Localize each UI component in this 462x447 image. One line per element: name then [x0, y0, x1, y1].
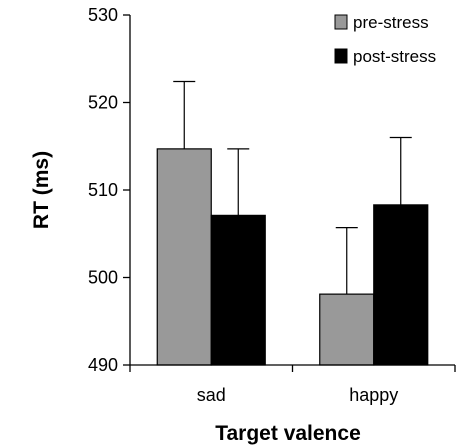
- legend-swatch-pre-stress: [334, 14, 348, 30]
- plot-area: 490 500 510 520 530 sad happy: [88, 5, 456, 405]
- legend-label-post-stress: post-stress: [353, 47, 436, 66]
- x-axis-title: Target valence: [215, 422, 361, 445]
- legend: pre-stress post-stress: [334, 13, 436, 66]
- x-tick-label: happy: [349, 385, 398, 405]
- bar-pre-stress-sad: [156, 148, 212, 366]
- y-tick-label: 530: [88, 5, 118, 25]
- y-tick-label: 510: [88, 180, 118, 200]
- y-tick-label: 520: [88, 93, 118, 113]
- bar-post-stress-happy: [373, 204, 429, 366]
- x-tick-label: sad: [197, 385, 226, 405]
- bar-pre-stress-happy: [319, 293, 375, 366]
- y-tick-label: 500: [88, 268, 118, 288]
- error-bars-group: [173, 80, 412, 295]
- bars-group: [156, 148, 429, 366]
- bar-post-stress-sad: [210, 214, 266, 366]
- y-axis-title: RT (ms): [30, 151, 53, 229]
- y-axis-ticks: 490 500 510 520 530: [88, 5, 130, 375]
- x-axis-ticks: sad happy: [129, 365, 456, 405]
- y-tick-label: 490: [88, 355, 118, 375]
- legend-label-pre-stress: pre-stress: [353, 13, 429, 32]
- legend-swatch-post-stress: [334, 48, 348, 64]
